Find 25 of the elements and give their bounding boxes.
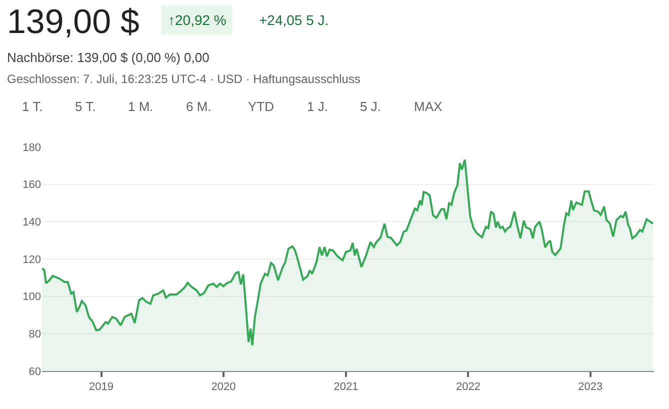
x-tick-label: 2023 (578, 381, 603, 394)
text: 6 M. (186, 99, 212, 114)
text: 5 J. (360, 99, 381, 114)
text: MAX (414, 99, 442, 114)
text: 5 T. (75, 99, 96, 114)
y-tick-label: 120 (22, 254, 41, 266)
text: Geschlossen: 7. Juli, 16:23:25 UTC-4 · USD · Haftungsausschluss (7, 72, 360, 86)
y-tick-label: 140 (22, 216, 41, 229)
text: ↑20,92 % (168, 12, 226, 28)
y-tick-label: 180 (22, 142, 41, 154)
x-tick-label: 2021 (334, 381, 358, 394)
x-tick-label: 2020 (211, 381, 236, 394)
y-tick-label: 100 (22, 291, 41, 304)
text: 1 T. (22, 99, 43, 114)
text: YTD (248, 99, 274, 114)
chart-title: 139,00 $ (7, 3, 140, 41)
y-tick-label: 60 (28, 366, 41, 378)
x-tick-label: 2022 (456, 381, 480, 394)
y-tick-label: 80 (28, 328, 41, 341)
y-tick-label: 160 (22, 179, 41, 192)
x-tick-label: 2019 (89, 381, 114, 394)
text: 1 M. (128, 99, 154, 114)
text: Nachbörse: 139,00 $ (0,00 %) 0,00 (7, 50, 210, 65)
text: +24,05 5 J. (259, 12, 329, 28)
text: 1 J. (307, 99, 328, 114)
